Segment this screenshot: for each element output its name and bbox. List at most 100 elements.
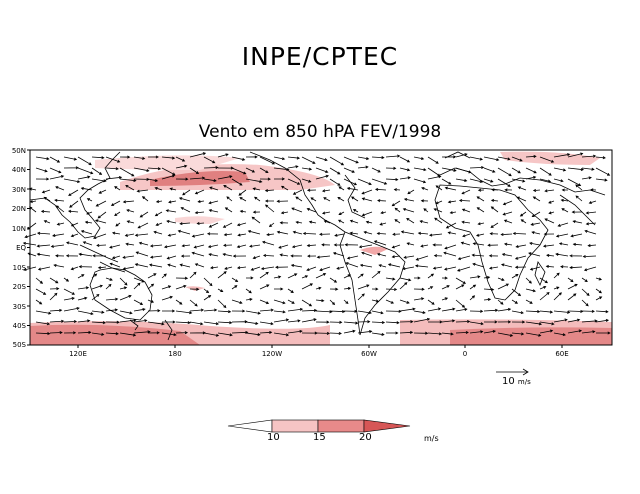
wind-vector bbox=[413, 178, 427, 184]
wind-vector bbox=[385, 154, 401, 158]
wind-vector bbox=[447, 200, 457, 204]
wind-vector bbox=[63, 288, 76, 295]
wind-vector bbox=[357, 178, 372, 186]
wind-vector bbox=[80, 187, 93, 191]
wind-vector bbox=[399, 320, 414, 324]
wind-vector bbox=[417, 231, 429, 235]
wind-vector bbox=[455, 277, 467, 284]
wind-vector bbox=[207, 244, 219, 249]
wind-vector bbox=[301, 308, 318, 312]
wind-vector bbox=[441, 285, 450, 290]
wind-vector bbox=[357, 330, 373, 334]
wind-vector bbox=[376, 252, 387, 257]
wind-vector bbox=[259, 330, 273, 335]
wind-vector bbox=[458, 199, 471, 203]
lat-label: 20N bbox=[12, 205, 26, 213]
wind-vector bbox=[595, 310, 609, 314]
wind-vector bbox=[461, 220, 471, 224]
wind-vector bbox=[456, 266, 471, 272]
wind-vector bbox=[321, 211, 331, 215]
wind-vector bbox=[276, 230, 289, 235]
wind-vector bbox=[329, 156, 345, 166]
wind-vector bbox=[189, 271, 197, 279]
wind-vector bbox=[361, 197, 373, 202]
wind-vector bbox=[483, 275, 491, 280]
wind-vector bbox=[558, 242, 569, 246]
wind-vector bbox=[584, 229, 597, 235]
wind-vector bbox=[315, 156, 328, 162]
wind-vector bbox=[357, 156, 370, 161]
wind-vector bbox=[27, 252, 37, 257]
wind-vector bbox=[203, 178, 217, 182]
wind-vector bbox=[252, 187, 261, 191]
wind-vector bbox=[343, 309, 358, 313]
wind-vector bbox=[161, 295, 173, 301]
colorbar-tick: 15 bbox=[313, 432, 326, 443]
wind-vector bbox=[247, 230, 261, 235]
wind-vector bbox=[111, 255, 121, 260]
wind-vector bbox=[385, 166, 397, 170]
wind-vector bbox=[91, 310, 105, 314]
wind-vector bbox=[181, 244, 191, 248]
wind-vector bbox=[133, 282, 141, 290]
wind-vector bbox=[441, 276, 448, 280]
wind-vector bbox=[77, 274, 85, 279]
wind-vector bbox=[114, 186, 121, 191]
wind-vector bbox=[260, 266, 275, 271]
wind-vector bbox=[63, 307, 80, 312]
wind-vector bbox=[175, 310, 193, 315]
wind-vector bbox=[252, 255, 261, 260]
wind-vector bbox=[343, 299, 349, 305]
wind-vector bbox=[469, 321, 484, 326]
wind-vector bbox=[261, 240, 275, 246]
wind-vector bbox=[595, 288, 602, 294]
wind-vector bbox=[273, 275, 282, 279]
wind-vector bbox=[443, 266, 457, 271]
wind-vector bbox=[567, 309, 584, 313]
wind-vector bbox=[105, 332, 119, 336]
wind-vector bbox=[455, 299, 466, 308]
wind-vector bbox=[94, 219, 107, 224]
wind-vector bbox=[175, 156, 186, 162]
wind-vector bbox=[378, 264, 387, 268]
wind-vector bbox=[163, 244, 177, 249]
wind-vector bbox=[595, 318, 610, 323]
wind-vector bbox=[155, 199, 163, 204]
wind-vector bbox=[525, 332, 542, 337]
wind-vector bbox=[77, 286, 90, 290]
wind-vector bbox=[105, 167, 119, 171]
wind-vector bbox=[161, 332, 177, 337]
wind-vector bbox=[133, 330, 151, 334]
wind-vector bbox=[315, 286, 322, 290]
wind-vector bbox=[124, 233, 135, 237]
wind-vector bbox=[315, 299, 325, 303]
wind-vector bbox=[491, 188, 499, 192]
wind-vector bbox=[532, 188, 541, 192]
wind-vector bbox=[483, 287, 495, 292]
wind-vector bbox=[567, 283, 578, 290]
wind-vector bbox=[208, 253, 219, 257]
wind-vector bbox=[167, 263, 177, 268]
wind-vector bbox=[553, 310, 571, 314]
wind-vector bbox=[343, 329, 356, 334]
wind-vector bbox=[455, 330, 469, 335]
wind-vector bbox=[91, 273, 98, 279]
wind-vector bbox=[237, 233, 247, 237]
wind-vector bbox=[403, 255, 415, 259]
wind-vector bbox=[567, 318, 581, 323]
wind-vector bbox=[374, 187, 387, 191]
wind-vector bbox=[67, 209, 79, 213]
wind-vector bbox=[292, 189, 303, 195]
wind-vector bbox=[371, 287, 379, 291]
wind-vector bbox=[528, 252, 541, 257]
wind-vector bbox=[231, 309, 246, 313]
wind-vector bbox=[572, 220, 583, 224]
wind-vector bbox=[530, 222, 541, 226]
wind-vector bbox=[581, 167, 595, 171]
wind-vector bbox=[497, 299, 504, 305]
wind-vector bbox=[572, 242, 583, 246]
wind-vector bbox=[36, 231, 51, 235]
wind-vector bbox=[343, 286, 352, 291]
wind-vector bbox=[245, 332, 261, 337]
wind-vector bbox=[569, 254, 583, 258]
